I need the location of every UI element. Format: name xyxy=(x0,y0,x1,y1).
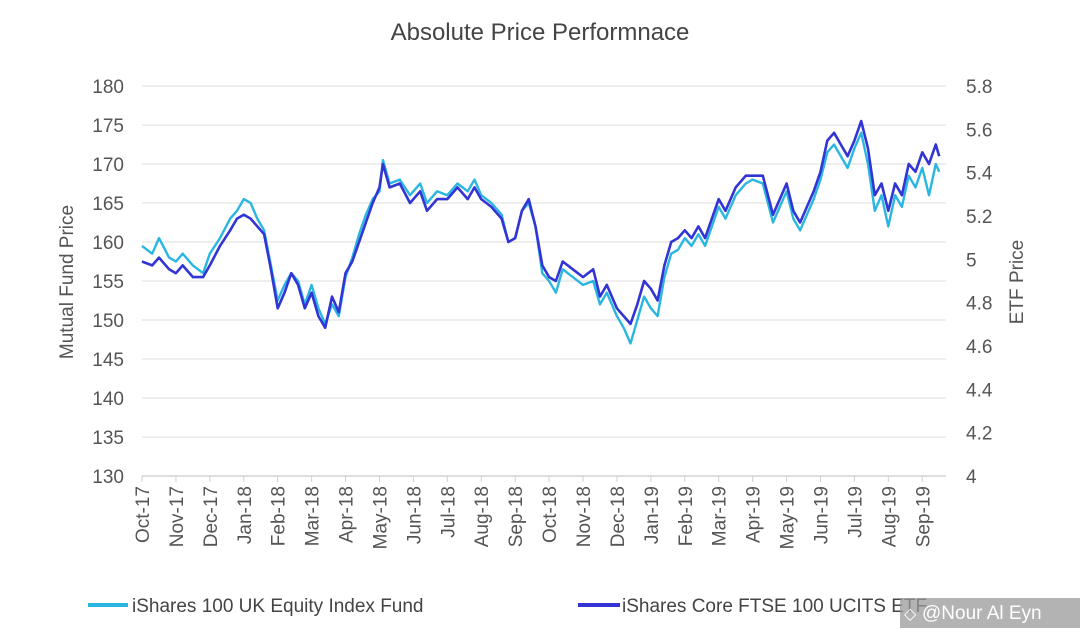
y2-tick-label: 4.4 xyxy=(966,380,993,401)
left-axis-ticks: 130 135 140 145 150 155 160 165 170 175 180 xyxy=(92,77,124,488)
x-tick-label: Mar-19 xyxy=(710,486,731,546)
y2-tick-label: 4.6 xyxy=(966,337,992,358)
x-tick-label: Jan-19 xyxy=(642,486,663,544)
x-axis-ticks: Oct-17 Nov-17 Dec-17 Jan-18 Feb-18 Mar-18 Apr-… xyxy=(133,476,934,549)
y-tick-label: 160 xyxy=(92,233,124,254)
y-tick-label: 150 xyxy=(92,311,124,332)
y-tick-label: 180 xyxy=(92,77,124,98)
x-tick-label: Oct-17 xyxy=(133,486,154,543)
y2-tick-label: 5 xyxy=(966,250,977,271)
x-tick-label: Jan-18 xyxy=(235,486,256,544)
x-tick-label: Dec-18 xyxy=(608,486,629,547)
y-tick-label: 130 xyxy=(92,467,124,488)
x-tick-label: Dec-17 xyxy=(201,486,222,547)
series-line-mutual-fund xyxy=(141,131,941,345)
y-tick-label: 165 xyxy=(92,194,124,215)
y2-tick-label: 5.8 xyxy=(966,77,992,98)
y-tick-label: 135 xyxy=(92,428,124,449)
right-axis-ticks: 4 4.2 4.4 4.6 4.8 5 5.2 5.4 5.6 5.8 xyxy=(966,77,993,488)
x-tick-label: Feb-19 xyxy=(676,486,697,546)
x-tick-label: Feb-18 xyxy=(269,486,290,546)
x-tick-label: Jun-19 xyxy=(811,486,832,544)
y-tick-label: 155 xyxy=(92,272,124,293)
watermark-text: @Nour Al Eyn xyxy=(922,603,1042,624)
x-tick-label: May-18 xyxy=(370,486,391,549)
x-tick-label: Nov-18 xyxy=(574,486,595,547)
x-tick-label: Jul-19 xyxy=(845,486,866,538)
gridlines xyxy=(142,85,946,477)
x-tick-label: Sep-19 xyxy=(913,486,934,547)
y2-tick-label: 4 xyxy=(966,467,977,488)
legend: iShares 100 UK Equity Index Fund iShares… xyxy=(88,596,927,617)
x-tick-label: Jul-18 xyxy=(438,486,459,538)
y2-tick-label: 4.2 xyxy=(966,424,992,445)
x-tick-label: Apr-18 xyxy=(337,486,358,543)
y2-tick-label: 5.2 xyxy=(966,207,992,228)
x-tick-label: Aug-18 xyxy=(472,486,493,547)
y-tick-label: 175 xyxy=(92,116,124,137)
y2-tick-label: 4.8 xyxy=(966,294,992,315)
watermark-logo-icon: ◇ xyxy=(904,606,917,623)
x-tick-label: Apr-19 xyxy=(744,486,765,543)
x-tick-label: Oct-18 xyxy=(540,486,561,543)
x-tick-label: Jun-18 xyxy=(404,486,425,544)
y-tick-label: 140 xyxy=(92,389,124,410)
series-layer xyxy=(141,119,941,345)
legend-label-etf: iShares Core FTSE 100 UCITS ETF xyxy=(622,596,927,617)
chart-title: Absolute Price Performnace xyxy=(391,19,690,46)
x-tick-label: Mar-18 xyxy=(303,486,324,546)
y2-tick-label: 5.4 xyxy=(966,164,993,185)
y-tick-label: 170 xyxy=(92,155,124,176)
y-tick-label: 145 xyxy=(92,350,124,371)
right-axis-title: ETF Price xyxy=(1007,240,1028,324)
x-tick-label: Aug-19 xyxy=(879,486,900,547)
y2-tick-label: 5.6 xyxy=(966,120,992,141)
watermark-background xyxy=(900,598,1080,628)
left-axis-title: Mutual Fund Price xyxy=(57,205,78,359)
x-tick-label: Nov-17 xyxy=(167,486,188,547)
watermark: ◇ @Nour Al Eyn xyxy=(900,598,1080,628)
series-line-etf xyxy=(141,119,941,330)
x-tick-label: May-19 xyxy=(778,486,799,549)
legend-label-mutual-fund: iShares 100 UK Equity Index Fund xyxy=(132,596,424,617)
x-tick-label: Sep-18 xyxy=(506,486,527,547)
